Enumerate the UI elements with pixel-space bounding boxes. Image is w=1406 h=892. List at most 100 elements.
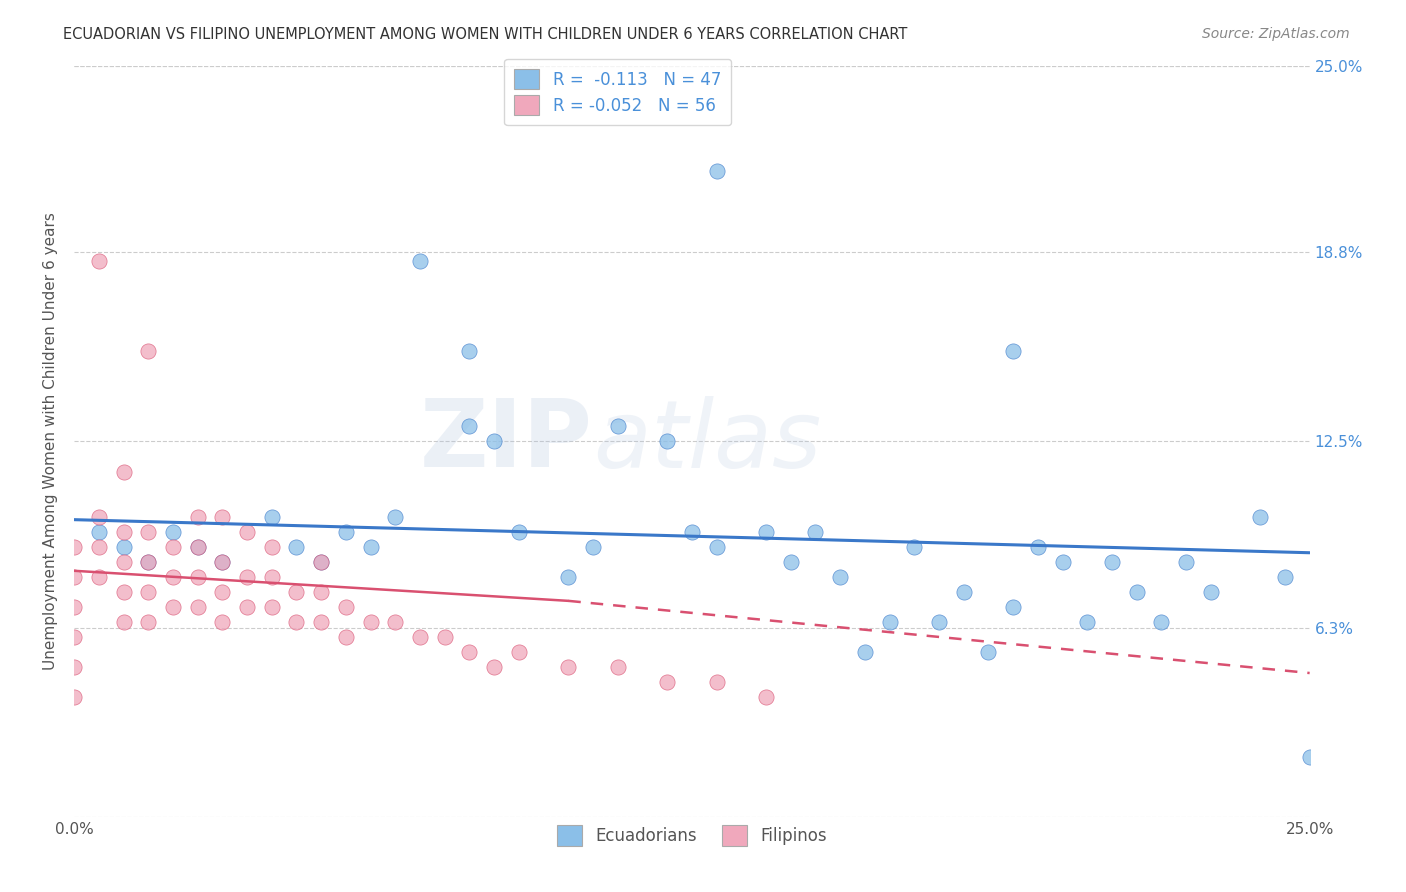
Point xyxy=(211,509,233,524)
Point xyxy=(1076,615,1098,629)
Point xyxy=(63,690,86,704)
Point xyxy=(458,419,481,434)
Point xyxy=(1026,540,1049,554)
Point xyxy=(853,645,876,659)
Point xyxy=(458,645,481,659)
Point xyxy=(384,509,406,524)
Point xyxy=(952,584,974,599)
Point xyxy=(1101,555,1123,569)
Point xyxy=(1274,570,1296,584)
Point xyxy=(657,434,679,449)
Point xyxy=(187,540,209,554)
Point xyxy=(557,660,579,674)
Point xyxy=(63,599,86,614)
Point xyxy=(606,660,628,674)
Point xyxy=(136,615,159,629)
Point xyxy=(482,660,505,674)
Point xyxy=(260,509,283,524)
Point xyxy=(136,555,159,569)
Point xyxy=(112,465,135,479)
Point xyxy=(582,540,605,554)
Text: Source: ZipAtlas.com: Source: ZipAtlas.com xyxy=(1202,27,1350,41)
Point xyxy=(162,599,184,614)
Point xyxy=(977,645,1000,659)
Point xyxy=(285,584,308,599)
Point xyxy=(112,555,135,569)
Point xyxy=(482,434,505,449)
Point xyxy=(63,630,86,644)
Point xyxy=(409,630,432,644)
Point xyxy=(260,540,283,554)
Point xyxy=(706,675,728,690)
Point xyxy=(236,524,259,539)
Point xyxy=(211,555,233,569)
Point xyxy=(657,675,679,690)
Point xyxy=(804,524,827,539)
Point xyxy=(87,254,110,268)
Text: ZIP: ZIP xyxy=(420,395,593,488)
Point xyxy=(706,164,728,178)
Point xyxy=(1175,555,1198,569)
Point xyxy=(928,615,950,629)
Point xyxy=(211,615,233,629)
Point xyxy=(1249,509,1271,524)
Point xyxy=(112,524,135,539)
Point xyxy=(162,570,184,584)
Legend: Ecuadorians, Filipinos: Ecuadorians, Filipinos xyxy=(548,817,835,855)
Point xyxy=(508,645,530,659)
Point xyxy=(136,524,159,539)
Point xyxy=(681,524,703,539)
Point xyxy=(187,570,209,584)
Point xyxy=(360,615,382,629)
Point xyxy=(830,570,852,584)
Text: ECUADORIAN VS FILIPINO UNEMPLOYMENT AMONG WOMEN WITH CHILDREN UNDER 6 YEARS CORR: ECUADORIAN VS FILIPINO UNEMPLOYMENT AMON… xyxy=(63,27,908,42)
Text: atlas: atlas xyxy=(593,396,821,487)
Point xyxy=(112,584,135,599)
Point xyxy=(606,419,628,434)
Point xyxy=(1125,584,1147,599)
Point xyxy=(335,599,357,614)
Y-axis label: Unemployment Among Women with Children Under 6 years: Unemployment Among Women with Children U… xyxy=(44,212,58,671)
Point xyxy=(236,599,259,614)
Point xyxy=(236,570,259,584)
Point xyxy=(136,344,159,359)
Point xyxy=(1150,615,1173,629)
Point xyxy=(755,524,778,539)
Point xyxy=(1002,344,1025,359)
Point xyxy=(63,660,86,674)
Point xyxy=(211,555,233,569)
Point xyxy=(285,615,308,629)
Point xyxy=(87,509,110,524)
Point xyxy=(335,524,357,539)
Point xyxy=(87,540,110,554)
Point xyxy=(557,570,579,584)
Point xyxy=(508,524,530,539)
Point xyxy=(706,540,728,554)
Point xyxy=(187,599,209,614)
Point xyxy=(1052,555,1074,569)
Point xyxy=(1002,599,1025,614)
Point xyxy=(1199,584,1222,599)
Point xyxy=(162,540,184,554)
Point xyxy=(433,630,456,644)
Point xyxy=(211,584,233,599)
Point xyxy=(87,570,110,584)
Point xyxy=(755,690,778,704)
Point xyxy=(384,615,406,629)
Point xyxy=(309,555,332,569)
Point xyxy=(63,570,86,584)
Point xyxy=(187,540,209,554)
Point xyxy=(63,540,86,554)
Point xyxy=(779,555,801,569)
Point xyxy=(162,524,184,539)
Point xyxy=(309,555,332,569)
Point xyxy=(187,509,209,524)
Point xyxy=(112,615,135,629)
Point xyxy=(260,599,283,614)
Point xyxy=(903,540,925,554)
Point xyxy=(309,615,332,629)
Point xyxy=(409,254,432,268)
Point xyxy=(879,615,901,629)
Point xyxy=(360,540,382,554)
Point xyxy=(458,344,481,359)
